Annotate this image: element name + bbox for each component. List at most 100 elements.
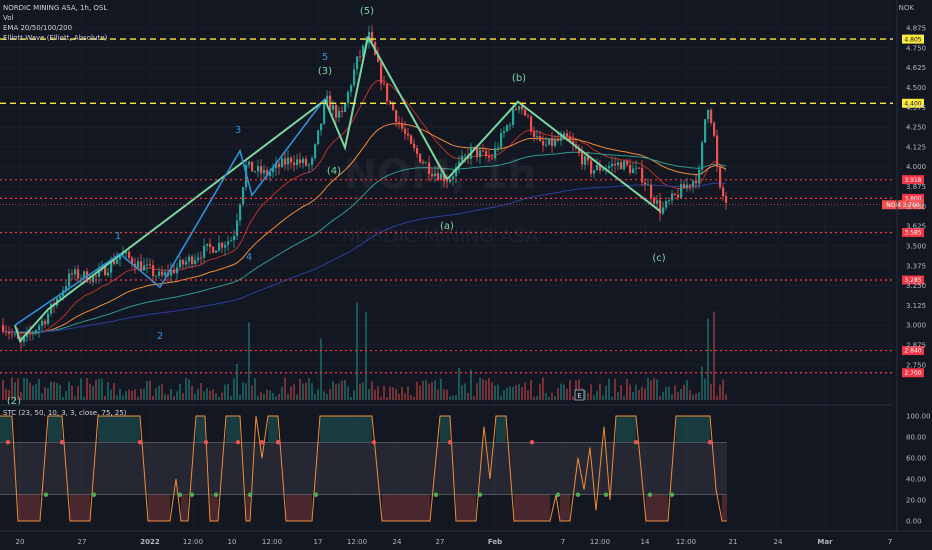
candle-body-46 bbox=[140, 261, 143, 271]
candle-body-235 bbox=[707, 109, 710, 120]
time-tick-13: 14 bbox=[641, 538, 650, 546]
candle-body-96 bbox=[290, 157, 293, 163]
legend-ema[interactable]: EMA 20/50/100/200 bbox=[3, 24, 73, 32]
level-badge-6 bbox=[902, 346, 924, 356]
volume-bar-76 bbox=[230, 396, 232, 400]
candle-body-167 bbox=[503, 130, 506, 133]
price-tick-3: 4.500 bbox=[906, 84, 926, 92]
candle-body-51 bbox=[155, 275, 158, 277]
candle-body-213 bbox=[641, 167, 644, 183]
candle-body-207 bbox=[623, 160, 626, 170]
candle-body-54 bbox=[164, 272, 167, 276]
candle-body-223 bbox=[671, 193, 674, 201]
candle-body-187 bbox=[563, 133, 566, 137]
candle-body-192 bbox=[578, 148, 581, 153]
volume-bar-1 bbox=[5, 388, 7, 400]
candle-body-233 bbox=[701, 142, 704, 170]
stc-signal-dot-13 bbox=[91, 492, 97, 497]
horizontal-levels[interactable]: 4.805 4.400 3.918 3.800 3.585 3.285 2.840 2.700… bbox=[0, 34, 924, 378]
candle-body-112 bbox=[338, 110, 341, 118]
volume-bar-8 bbox=[26, 378, 28, 400]
candle-body-232 bbox=[698, 169, 701, 184]
volume-bar-41 bbox=[125, 390, 127, 400]
volume-bar-241 bbox=[725, 394, 727, 400]
volume-bar-176 bbox=[530, 379, 532, 400]
volume-bar-4 bbox=[14, 382, 16, 400]
volume-bar-155 bbox=[467, 392, 469, 400]
level-badge-7 bbox=[902, 368, 924, 378]
candle-body-93 bbox=[281, 158, 284, 168]
level-badge-2 bbox=[902, 175, 924, 185]
symbol-title[interactable]: NORDIC MINING ASA, 1h, OSL bbox=[3, 4, 108, 12]
candle-body-82 bbox=[248, 161, 251, 165]
volume-bar-83 bbox=[251, 385, 253, 400]
candle-body-212 bbox=[638, 167, 641, 169]
candle-body-151 bbox=[455, 167, 458, 177]
candle-body-204 bbox=[614, 163, 617, 166]
candle-body-66 bbox=[200, 257, 203, 259]
stc-signal-dot-6 bbox=[275, 440, 281, 445]
candle-body-168 bbox=[506, 125, 509, 131]
volume-bar-6 bbox=[20, 392, 22, 400]
volume-bar-55 bbox=[167, 394, 169, 400]
candle-body-237 bbox=[713, 122, 716, 136]
legend-stc[interactable]: STC (23, 50, 10, 3, 3, close, 75, 25) bbox=[3, 409, 127, 417]
candle-body-19 bbox=[59, 296, 62, 299]
volume-bar-171 bbox=[515, 385, 517, 400]
volume-bar-124 bbox=[374, 389, 376, 400]
legend-elliott-wave[interactable]: Elliott Wave (Elliott, Absolute) bbox=[3, 34, 108, 42]
volume-bar-58 bbox=[176, 391, 178, 400]
candle-body-29 bbox=[89, 281, 92, 283]
candle-body-105 bbox=[317, 130, 320, 145]
stc-fill-high-9 bbox=[98, 416, 140, 443]
volume-bar-158 bbox=[476, 383, 478, 400]
volume-bar-73 bbox=[221, 392, 223, 400]
level-badge-4 bbox=[902, 227, 924, 237]
volume-bar-145 bbox=[437, 389, 439, 400]
price-tick-5: 4.250 bbox=[906, 124, 926, 132]
candle-body-103 bbox=[311, 158, 314, 165]
volume-bar-35 bbox=[107, 381, 109, 400]
candle-body-206 bbox=[620, 162, 623, 170]
stc-fill-high-57 bbox=[676, 416, 710, 443]
volume-bar-160 bbox=[482, 379, 484, 400]
ema-lines bbox=[2, 79, 727, 335]
stc-signal-dot-7 bbox=[371, 440, 377, 445]
candle-body-24 bbox=[74, 269, 77, 275]
candle-body-104 bbox=[314, 144, 317, 159]
candle-body-158 bbox=[476, 147, 479, 158]
stc-fill-high-30 bbox=[320, 416, 372, 443]
volume-bar-156 bbox=[470, 369, 472, 400]
candle-body-65 bbox=[197, 257, 200, 260]
volume-bar-173 bbox=[521, 386, 523, 400]
stc-fill-high-5 bbox=[48, 416, 62, 443]
volume-bar-210 bbox=[632, 391, 634, 400]
candle-body-3 bbox=[11, 333, 14, 335]
level-badge-label-4: 3.585 bbox=[904, 230, 921, 237]
earnings-marker[interactable]: E bbox=[574, 389, 585, 401]
wave-label-5: (3) bbox=[318, 66, 332, 77]
candle-body-13 bbox=[41, 320, 44, 326]
wave-label-3: 4 bbox=[246, 252, 252, 263]
volume-bar-217 bbox=[653, 377, 655, 400]
volume-bar-20 bbox=[62, 396, 64, 400]
candle-body-178 bbox=[536, 136, 539, 137]
volume-bar-220 bbox=[662, 391, 664, 400]
volume-bar-7 bbox=[23, 377, 25, 400]
level-badge-label-3: 3.800 bbox=[904, 196, 921, 203]
candle-body-160 bbox=[482, 150, 485, 152]
stc-signal-dot-14 bbox=[177, 492, 183, 497]
volume-bar-237 bbox=[713, 311, 715, 400]
legend-volume[interactable]: Vol bbox=[3, 14, 14, 22]
candle-body-4 bbox=[14, 333, 17, 335]
volume-bar-103 bbox=[311, 383, 313, 400]
volume-bar-90 bbox=[272, 392, 274, 400]
volume-bar-207 bbox=[623, 396, 625, 400]
candle-body-208 bbox=[626, 160, 629, 165]
volume-bar-174 bbox=[524, 382, 526, 400]
candle-body-184 bbox=[554, 139, 557, 146]
volume-bar-152 bbox=[458, 367, 460, 400]
volume-bar-12 bbox=[38, 379, 40, 400]
volume-bar-34 bbox=[104, 395, 106, 400]
